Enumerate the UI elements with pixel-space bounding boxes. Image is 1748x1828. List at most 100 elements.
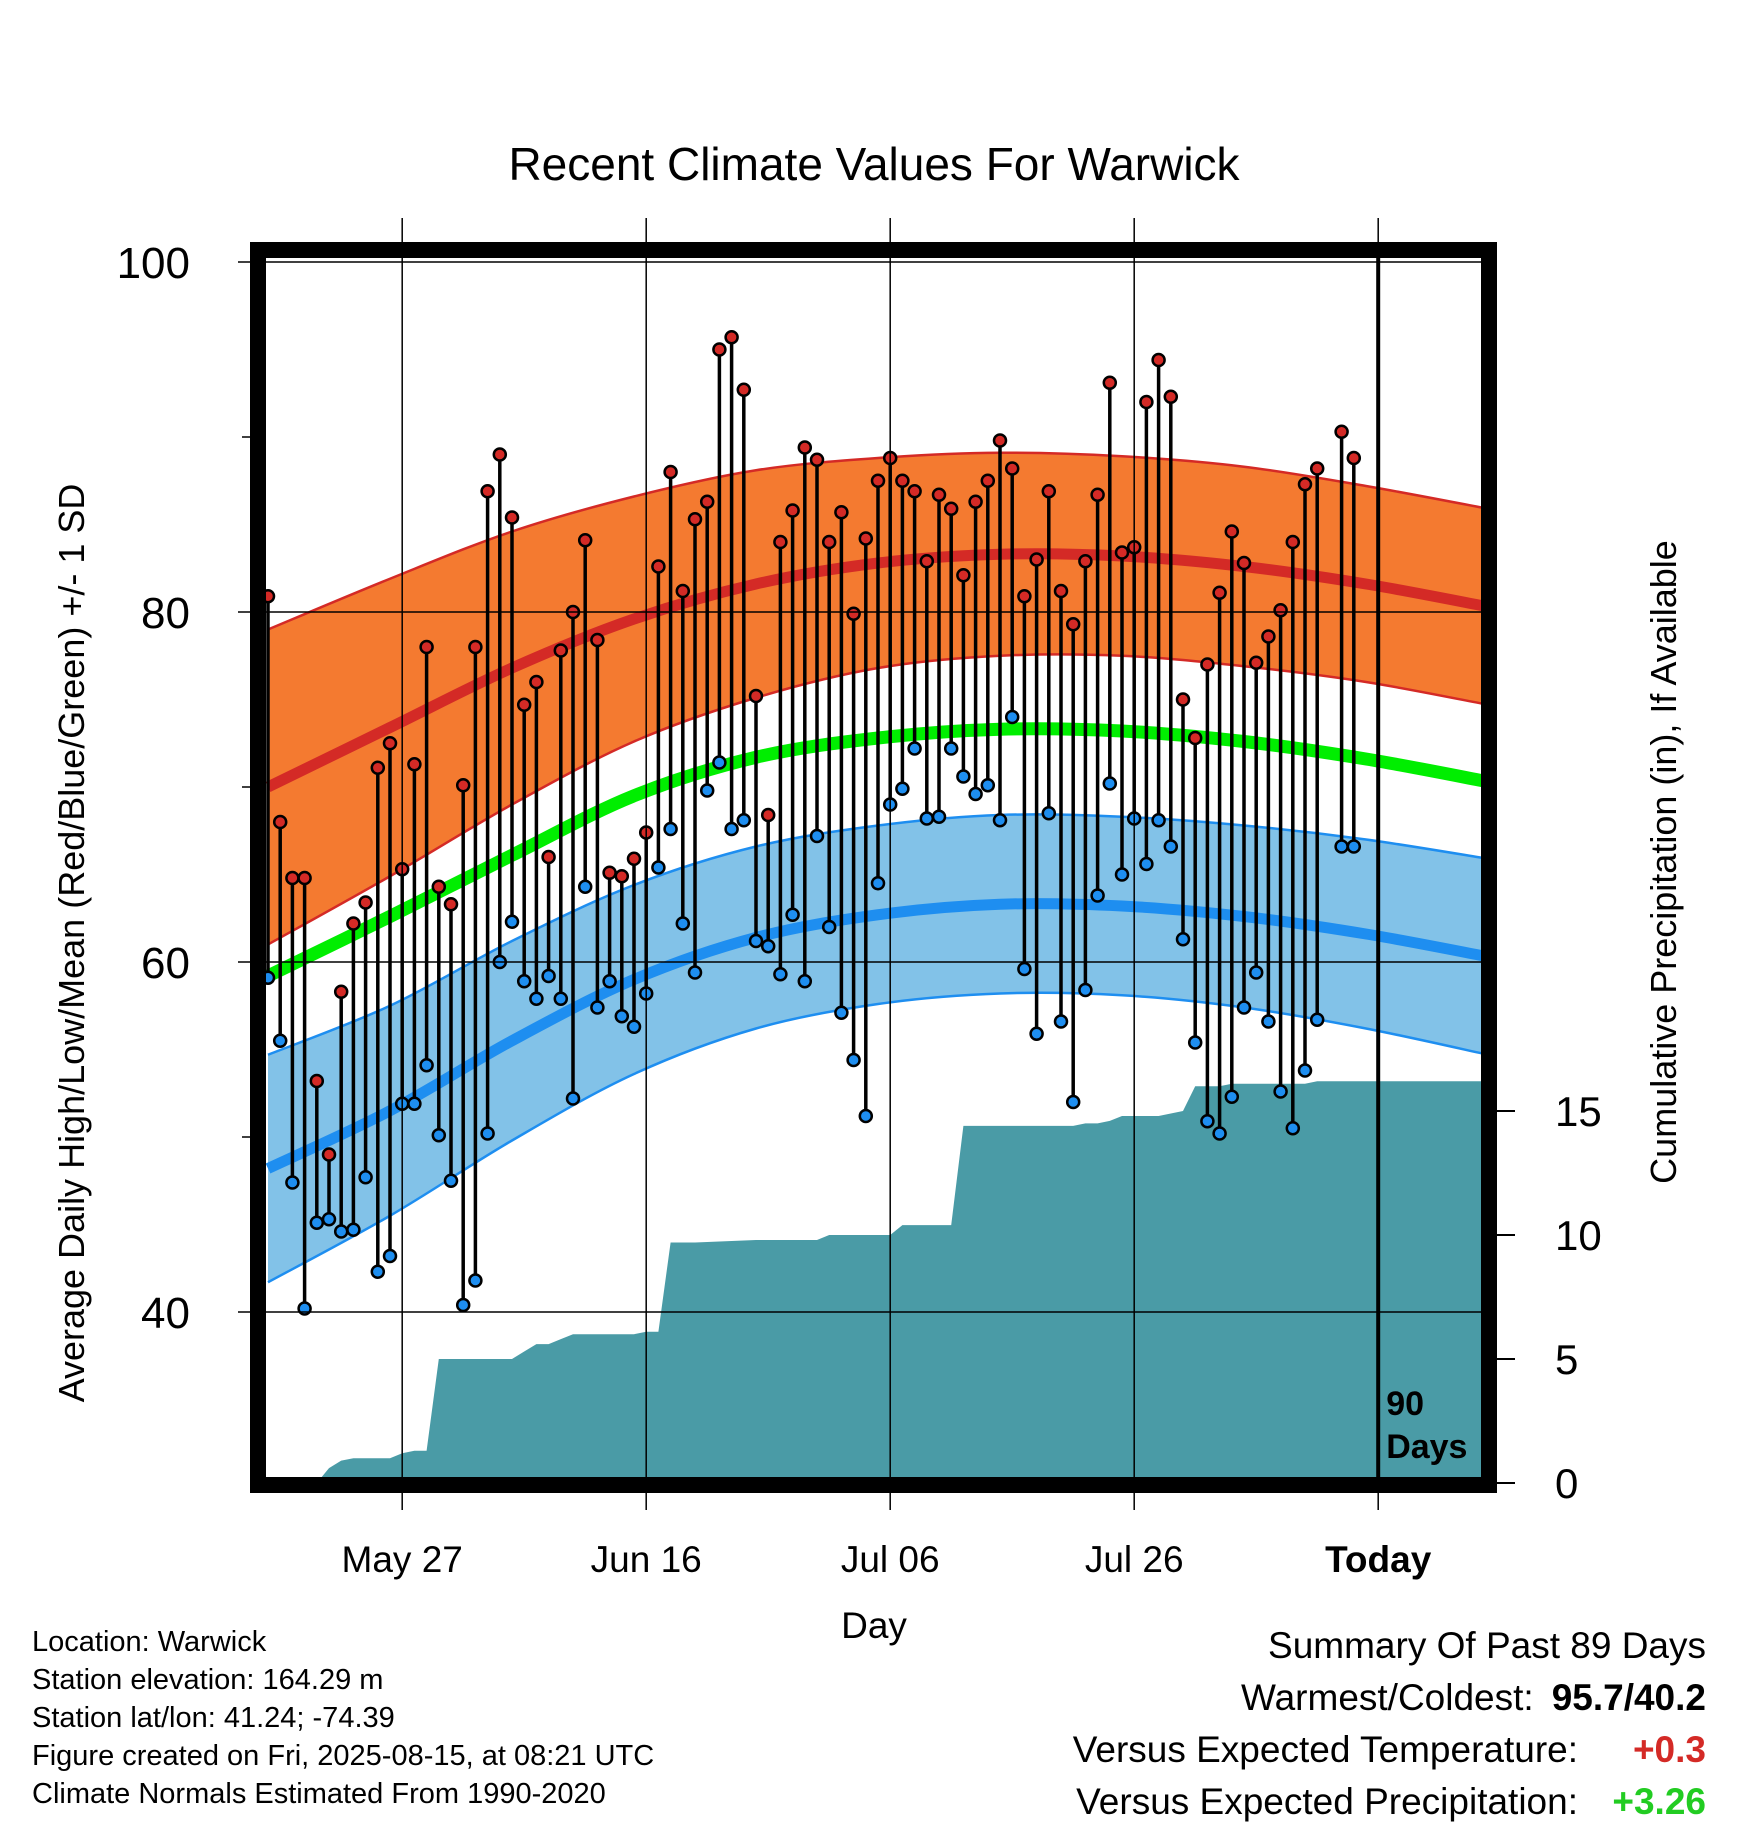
summary-panel: Summary Of Past 89 Days Warmest/Coldest:… [1073, 1620, 1706, 1828]
high-point [724, 330, 739, 345]
low-point [626, 1019, 642, 1034]
high-point [760, 807, 776, 823]
high-point [1187, 730, 1203, 746]
precip-value: +3.26 [1612, 1781, 1706, 1822]
low-point [590, 1000, 605, 1015]
high-point [1102, 375, 1118, 390]
high-point [1175, 692, 1191, 707]
low-point [407, 1096, 422, 1111]
low-point [1114, 867, 1130, 882]
latlon-text: Station lat/lon: 41.24; -74.39 [32, 1702, 395, 1734]
low-point [846, 1052, 861, 1068]
temp-value: +0.3 [1632, 1729, 1706, 1770]
low-point [1029, 1026, 1044, 1041]
low-point [980, 778, 996, 793]
low-point [309, 1215, 325, 1230]
high-point [1334, 424, 1349, 439]
high-point [1297, 477, 1313, 492]
low-point [553, 991, 569, 1006]
x-tick-label-today: Today [1325, 1539, 1432, 1580]
low-point [602, 974, 617, 989]
low-point [1139, 856, 1154, 872]
low-point [773, 967, 788, 982]
high-point [1273, 603, 1288, 618]
high-point [870, 473, 886, 488]
low-point [431, 1128, 447, 1143]
high-point [1114, 545, 1130, 560]
high-point [480, 484, 495, 499]
low-point [968, 786, 983, 802]
low-point [687, 965, 703, 980]
low-point [1248, 965, 1264, 980]
high-point [1261, 629, 1276, 644]
y2-axis-label: Cumulative Precipitation (in), If Availa… [1643, 540, 1684, 1184]
low-point [370, 1264, 386, 1279]
low-point [1297, 1063, 1313, 1078]
high-point [1041, 484, 1057, 499]
low-point [614, 1009, 630, 1024]
y2-tick-label: 5 [1555, 1336, 1578, 1383]
summary-temp-row: Versus Expected Temperature: +0.3 [1073, 1724, 1706, 1776]
low-point [748, 933, 764, 949]
low-point [1090, 888, 1105, 903]
precip-area [268, 1081, 1488, 1483]
x-tick-label: May 27 [342, 1539, 463, 1580]
low-point [870, 876, 886, 891]
high-point [1151, 352, 1166, 368]
high-point [321, 1147, 337, 1162]
low-point [834, 1005, 849, 1020]
low-point [1163, 839, 1179, 854]
high-point [297, 870, 312, 886]
high-point [1346, 450, 1362, 466]
low-point [1175, 932, 1191, 947]
plot-area: 90 Days 40 60 80 100 0 5 10 15 May 27 Jun 16 Jul 06 J… [117, 218, 1602, 1580]
high-point [1139, 394, 1154, 410]
high-point [980, 473, 996, 488]
low-point [821, 919, 837, 935]
location-text: Location: Warwick [32, 1626, 267, 1658]
low-point [1236, 1000, 1252, 1015]
low-point [1224, 1089, 1240, 1104]
low-point [1151, 813, 1166, 828]
high-point [346, 916, 361, 931]
high-point [602, 865, 617, 880]
low-point [565, 1091, 581, 1106]
high-point [455, 778, 471, 793]
low-point [358, 1170, 373, 1185]
low-point [943, 741, 959, 756]
high-point [504, 510, 520, 525]
low-point [651, 860, 666, 875]
today-days-label: Days [1386, 1428, 1467, 1466]
high-point [577, 533, 593, 548]
low-point [663, 821, 678, 837]
low-point [346, 1222, 361, 1237]
elevation-text: Station elevation: 164.29 m [32, 1664, 384, 1696]
low-point [516, 974, 532, 989]
low-point [443, 1173, 459, 1188]
low-point [907, 741, 922, 756]
high-point [858, 531, 874, 546]
low-point [1346, 839, 1362, 854]
precip-label: Versus Expected Precipitation: [1076, 1781, 1578, 1822]
high-point [809, 452, 825, 467]
x-tick-label: Jun 16 [591, 1539, 702, 1580]
high-point [821, 534, 837, 550]
low-point [760, 939, 776, 954]
low-point [1102, 776, 1118, 791]
high-point [590, 632, 605, 648]
high-point [919, 554, 935, 569]
low-point [1261, 1014, 1276, 1029]
high-point [895, 473, 910, 488]
normals-text: Climate Normals Estimated From 1990-2020 [32, 1778, 606, 1810]
high-point [931, 487, 947, 502]
high-point [443, 897, 459, 912]
high-point [1053, 583, 1069, 599]
low-point [333, 1224, 349, 1239]
high-point [699, 494, 715, 509]
high-sd-band-upper-edge [267, 451, 1489, 631]
low-point [541, 968, 556, 984]
high-point [1065, 617, 1081, 632]
low-point [895, 781, 910, 796]
y-tick-label: 100 [117, 239, 190, 288]
high-point [333, 984, 349, 999]
